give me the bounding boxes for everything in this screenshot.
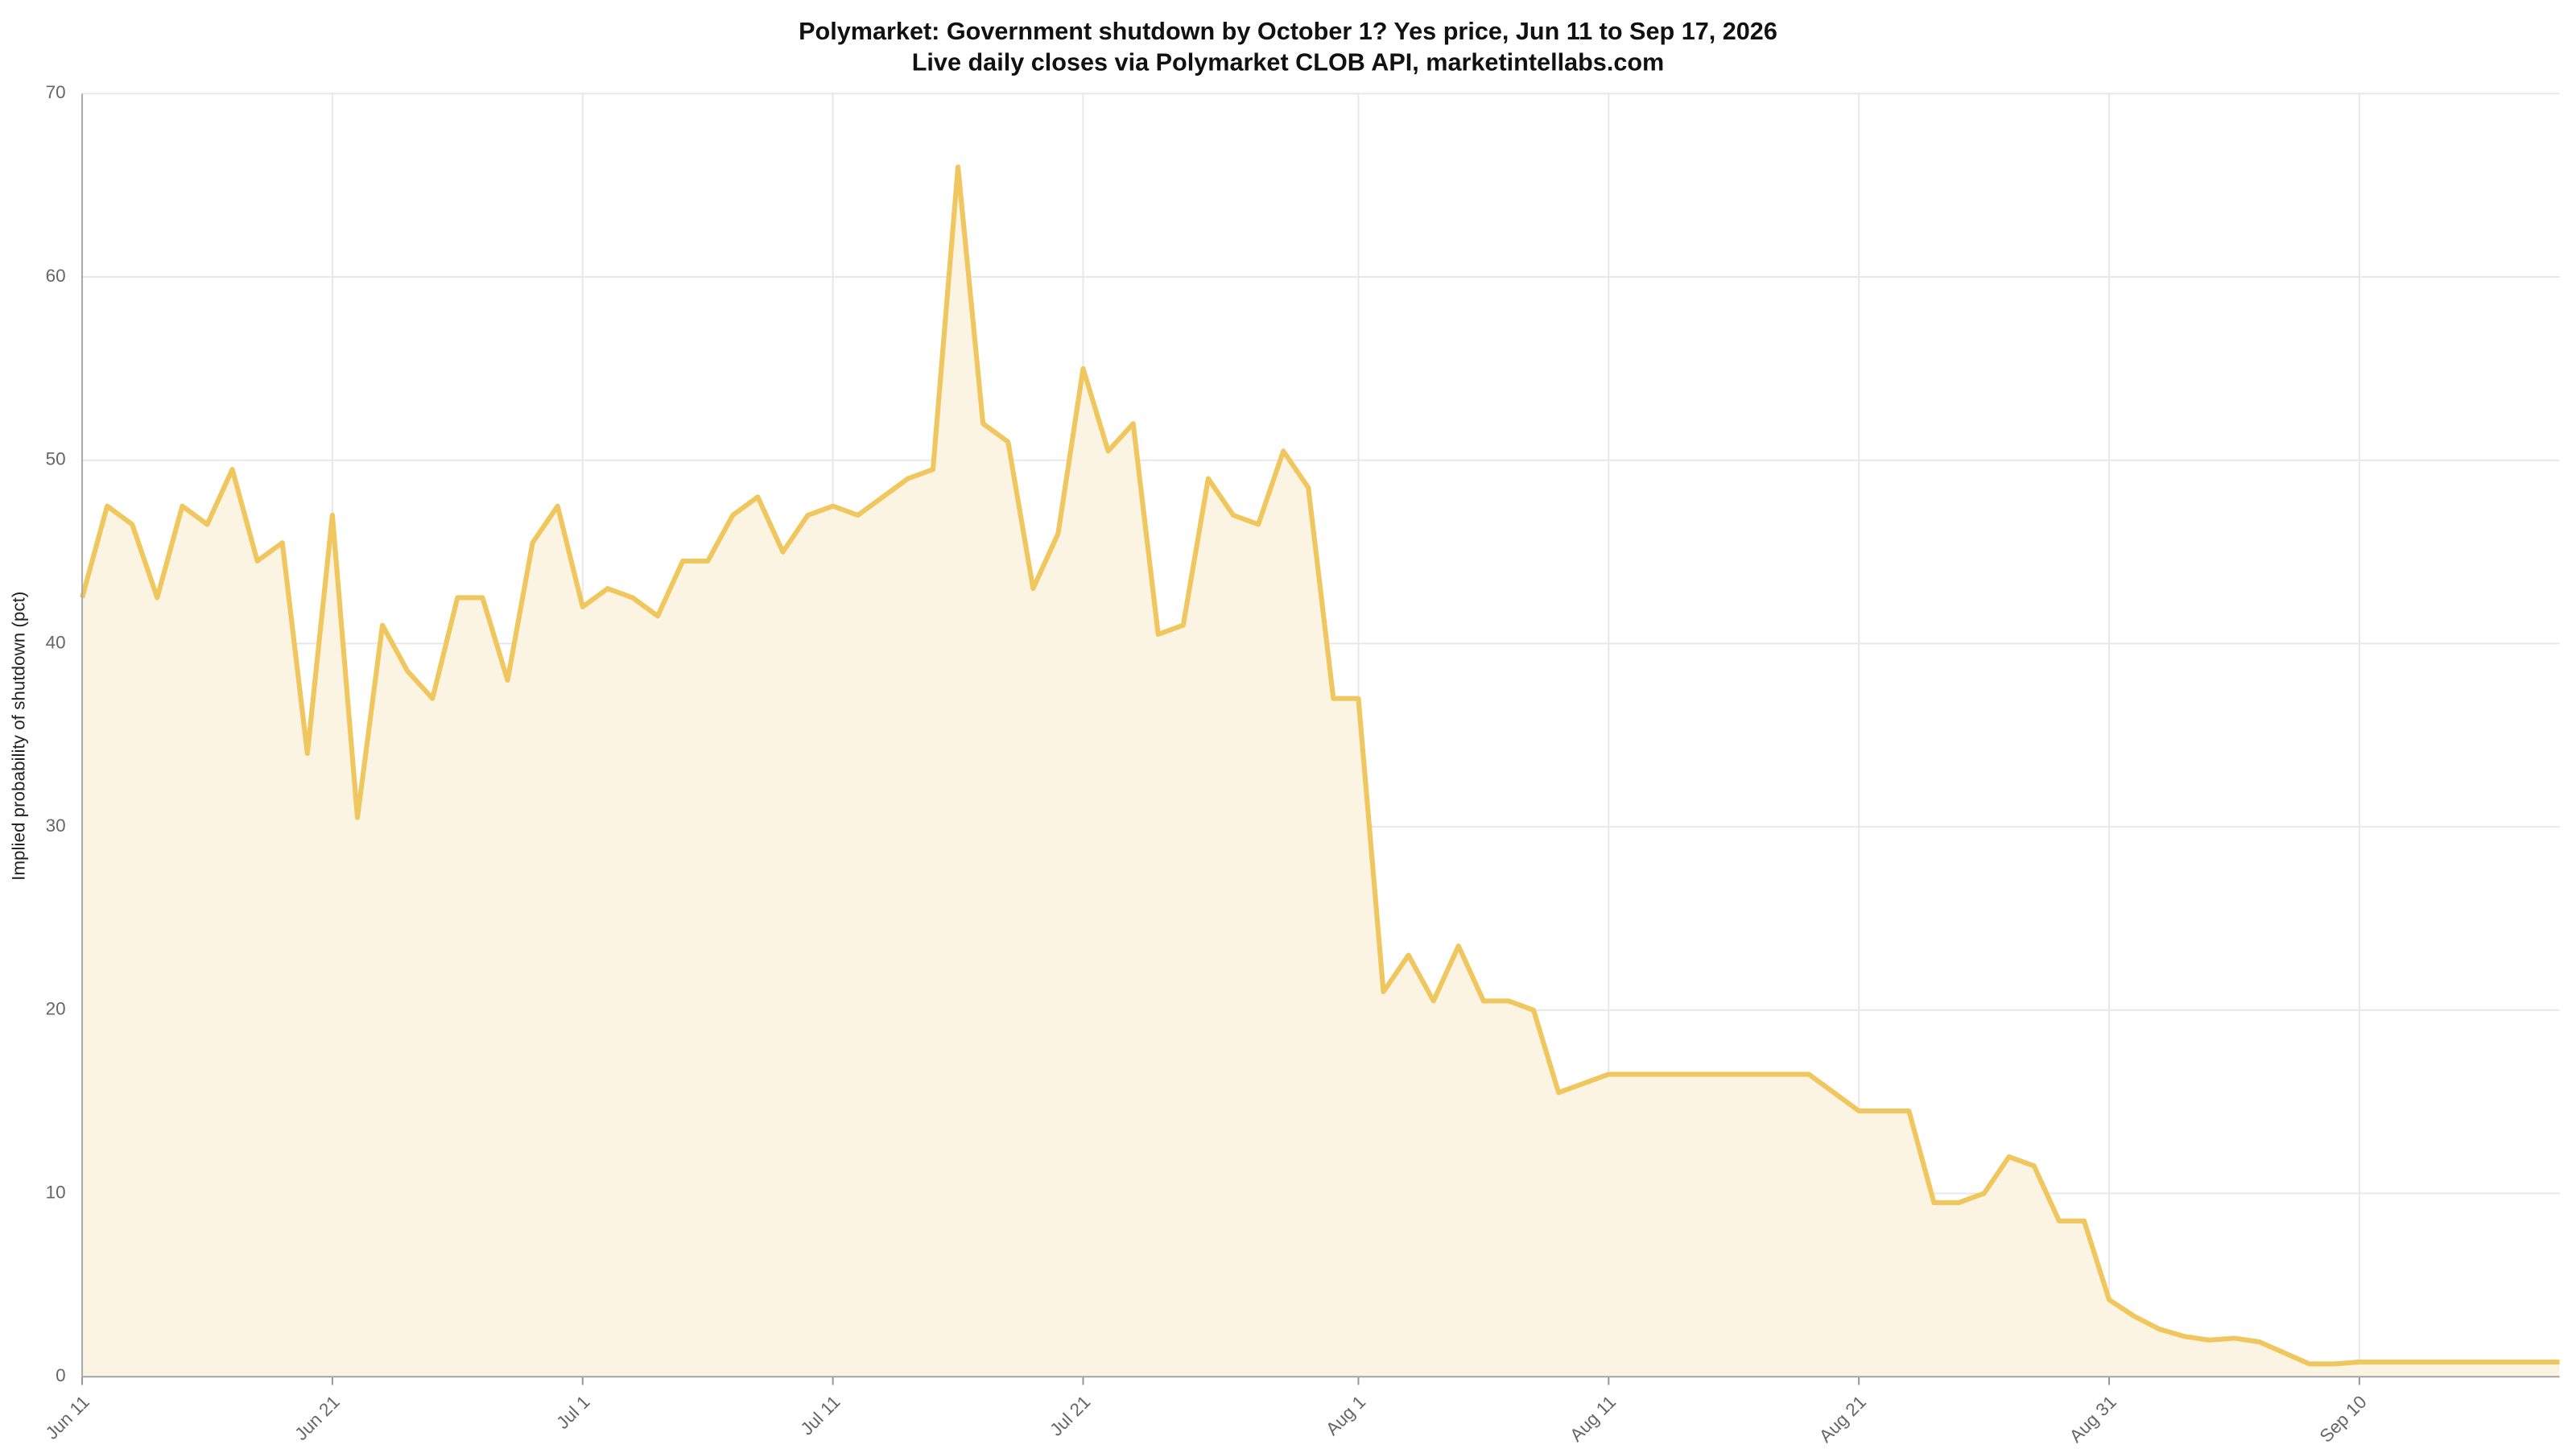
x-tick-label: Aug 21: [1815, 1392, 1870, 1447]
y-axis-label: Implied probability of shutdown (pct): [8, 592, 28, 881]
x-tick-label: Jun 21: [291, 1392, 343, 1444]
x-tick-label: Jun 11: [42, 1392, 93, 1443]
y-tick-label: 20: [46, 999, 66, 1019]
x-tick-label: Aug 11: [1566, 1392, 1620, 1446]
y-tick-label: 60: [46, 266, 66, 286]
x-tick-label: Jul 21: [1046, 1392, 1094, 1440]
chart-subtitle: Live daily closes via Polymarket CLOB AP…: [912, 49, 1665, 76]
y-tick-label: 10: [46, 1182, 66, 1202]
area: [82, 167, 2560, 1377]
x-tick-label: Aug 1: [1322, 1392, 1369, 1439]
y-tick-label: 0: [56, 1365, 65, 1385]
chart-title: Polymarket: Government shutdown by Octob…: [799, 18, 1777, 45]
line: [80, 164, 2560, 1367]
y-tick-label: 50: [46, 449, 66, 469]
y-tick-label: 30: [46, 815, 66, 836]
x-tick-label: Jul 1: [552, 1392, 593, 1433]
x-tick-label: Aug 31: [2066, 1392, 2120, 1447]
x-tick-label: Sep 10: [2316, 1392, 2371, 1447]
y-tick-label: 70: [46, 82, 66, 102]
x-tick-label: Jul 11: [797, 1392, 844, 1439]
y-tick-label: 40: [46, 632, 66, 652]
